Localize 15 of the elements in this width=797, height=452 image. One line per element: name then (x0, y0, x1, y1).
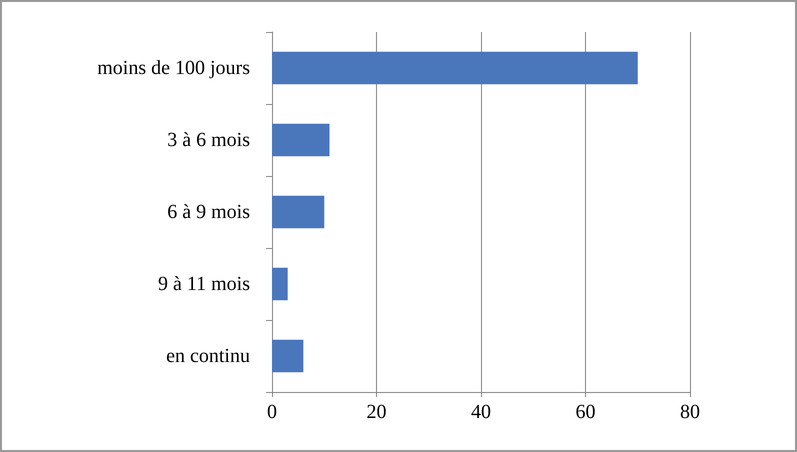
bar (272, 196, 324, 228)
y-tick-label: moins de 100 jours (97, 57, 250, 79)
x-tick-label: 40 (471, 401, 491, 423)
y-tick-label: en continu (166, 345, 250, 367)
bar (272, 268, 288, 300)
y-tick-label: 6 à 9 mois (167, 201, 250, 223)
y-tick-label: 3 à 6 mois (167, 129, 250, 151)
x-tick-label: 0 (267, 401, 277, 423)
y-tick-label: 9 à 11 mois (158, 273, 250, 295)
x-tick-label: 60 (576, 401, 596, 423)
bar (272, 340, 304, 372)
bar (272, 124, 330, 156)
bar (272, 52, 638, 84)
x-tick-label: 20 (366, 401, 386, 423)
x-tick-label: 80 (680, 401, 700, 423)
